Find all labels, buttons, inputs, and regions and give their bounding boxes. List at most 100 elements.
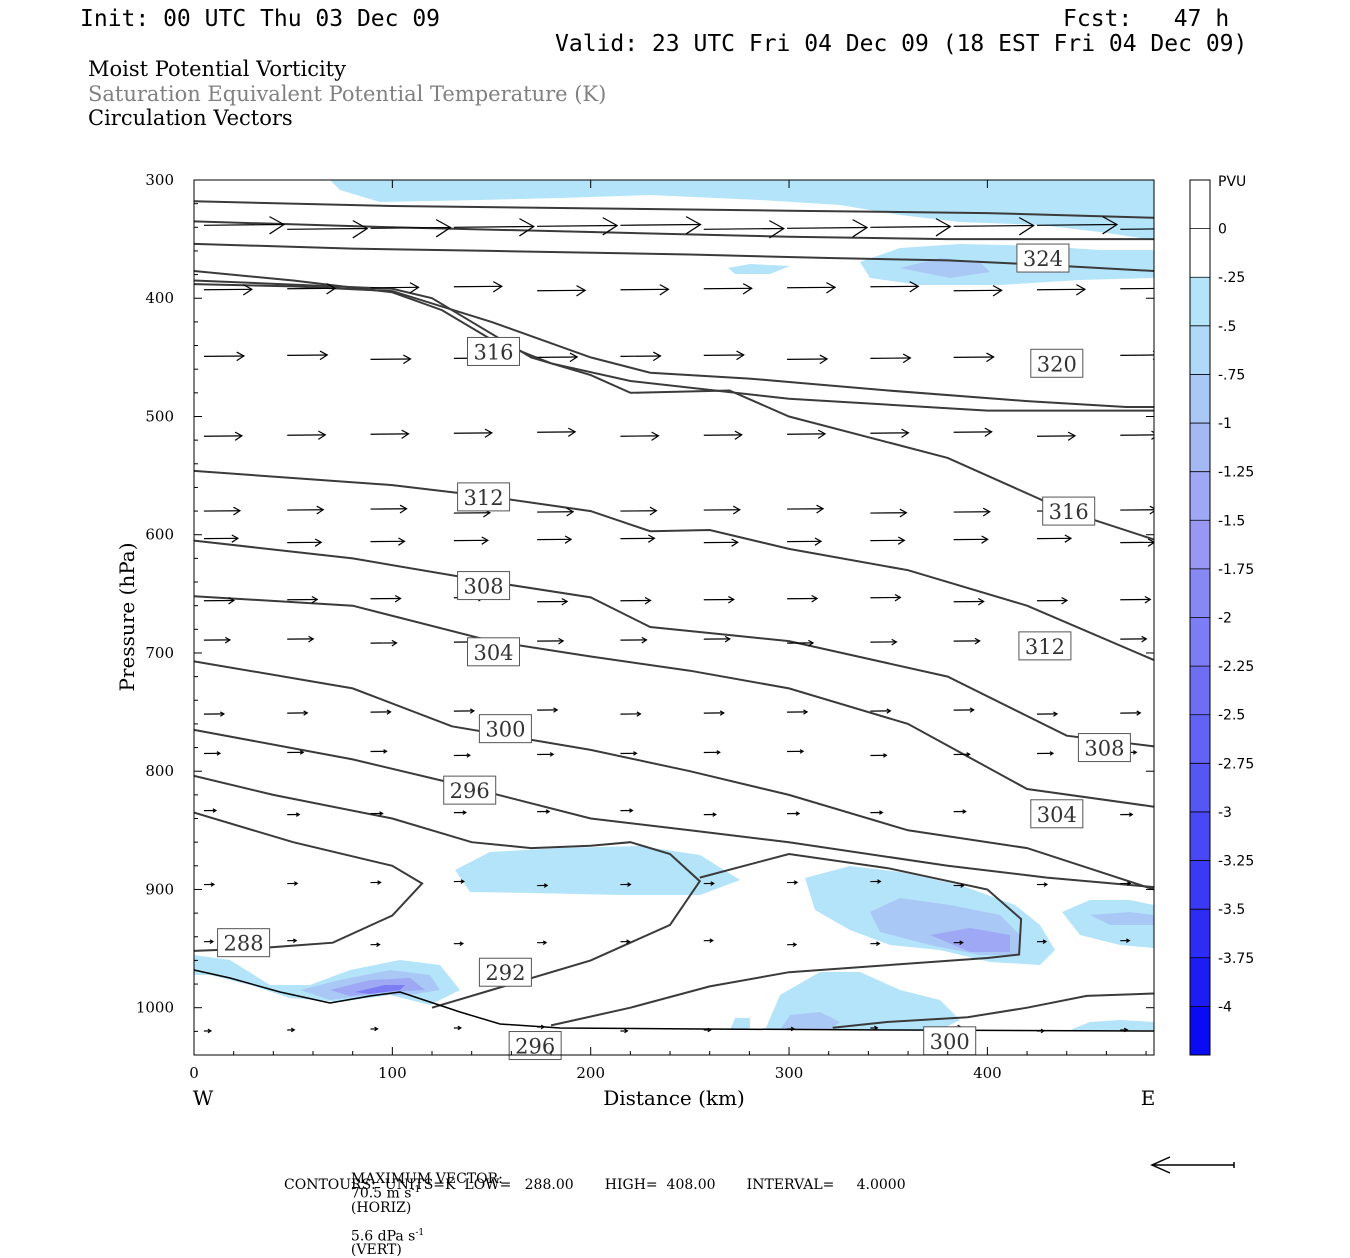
vector-arrow [1120,506,1156,514]
vector-arrow [787,710,807,714]
vector-arrow [287,506,323,514]
vector-arrow [371,505,407,513]
vector-arrow [287,1028,294,1032]
colorbar-swatch [1190,326,1210,375]
vector-arrow [704,751,720,755]
vector-arrow [787,750,803,754]
vector-arrow [204,940,213,944]
vector-arrow [204,432,242,440]
colorbar-swatch [1190,277,1210,326]
vector-arrow [537,810,549,814]
vector-arrow [620,217,700,234]
vector-arrow [870,639,896,645]
vector-arrow [954,286,1002,296]
vector-arrow [620,637,646,643]
contour-label: 300 [479,715,531,743]
contour-label-text: 304 [1037,803,1077,827]
vector-arrow [204,1029,211,1033]
vector-arrow [287,431,325,439]
x-axis-west-label: W [193,1086,214,1110]
colorbar-label: -2.5 [1218,708,1245,724]
vector-arrow [537,708,557,712]
vector-arrow [537,1025,544,1029]
vector-arrow [620,285,668,295]
vector-arrow [620,507,656,515]
colorbar-label: -1.75 [1218,562,1254,578]
vector-arrow [287,351,327,360]
vector-arrow [454,282,502,292]
vector-arrow [371,640,397,646]
vector-arrow [954,708,974,712]
vector-arrow [1037,883,1047,887]
colorbar-swatch [1190,666,1210,715]
vector-arrow [787,812,799,816]
vector-arrow [454,709,474,713]
contour-label: 300 [924,1027,976,1055]
reference-vector [1152,1157,1234,1173]
vector-arrow [204,809,216,813]
vector-arrow [620,752,636,756]
vector-arrow [704,636,730,642]
colorbar-swatch [1190,472,1210,521]
circulation-vectors [204,217,1200,1033]
vector-arrow [1120,636,1146,642]
colorbar-label: -.25 [1218,270,1245,286]
contour-label-text: 300 [930,1030,970,1054]
vector-arrow [954,508,990,516]
contour-label: 316 [468,337,520,365]
vector-arrow [537,536,571,543]
colorbar-swatch [1190,861,1210,910]
vector-arrow [620,940,629,944]
x-axis-east-label: E [1141,1086,1156,1110]
vector-arrow [287,939,296,943]
vector-arrow [287,539,321,546]
vector-arrow [1037,1029,1044,1033]
vector-arrow [954,810,966,814]
vector-arrow [204,535,238,542]
vector-arrow [620,352,660,361]
colorbar-unit: PVU [1218,174,1246,190]
colorbar-swatch [1190,715,1210,764]
colorbar-label: -1.25 [1218,465,1254,481]
vector-arrow [620,598,650,604]
contour-label: 292 [479,958,531,986]
vector-arrow [870,595,900,601]
contour-label-text: 292 [485,961,525,985]
x-tick-label: 300 [775,1064,804,1082]
vector-arrow [787,538,821,545]
vector-arrow [537,638,563,644]
vector-arrow [204,712,224,716]
vector-arrow [954,353,994,362]
contour-label: 308 [458,572,510,600]
contour-label: 296 [444,776,496,804]
vector-arrow [1120,711,1140,715]
vector-arrow [704,813,716,817]
colorbar: PVU0-.25-.5-.75-1-1.25-1.5-1.75-2-2.25-2… [1190,174,1254,1056]
x-tick-label: 400 [973,1064,1002,1082]
colorbar-label: 0 [1218,222,1227,238]
vector-arrow [204,507,240,515]
vector-arrow [287,636,313,642]
vector-arrow [1037,752,1053,756]
vector-arrow [704,284,752,294]
vector-arrow [1120,597,1150,603]
isentrope-line [194,221,1154,239]
contour-label-text: 304 [473,641,513,665]
colorbar-swatch [1190,520,1210,569]
vector-arrow [704,431,742,439]
vector-arrow [787,881,797,885]
colorbar-swatch [1190,1006,1210,1055]
contour-label-text: 324 [1023,247,1063,271]
y-tick-label: 700 [145,644,174,662]
y-axis-title: Pressure (hPa) [115,543,139,692]
vector-arrow [620,535,654,542]
pv-region [455,846,740,895]
colorbar-swatch [1190,569,1210,618]
vector-arrow [537,753,553,757]
colorbar-swatch [1190,812,1210,861]
colorbar-label: -3.5 [1218,902,1245,918]
contour-label: 308 [1078,734,1130,762]
vector-arrow [1120,431,1158,439]
vector-arrow [371,750,387,754]
vector-arrow [870,537,904,544]
